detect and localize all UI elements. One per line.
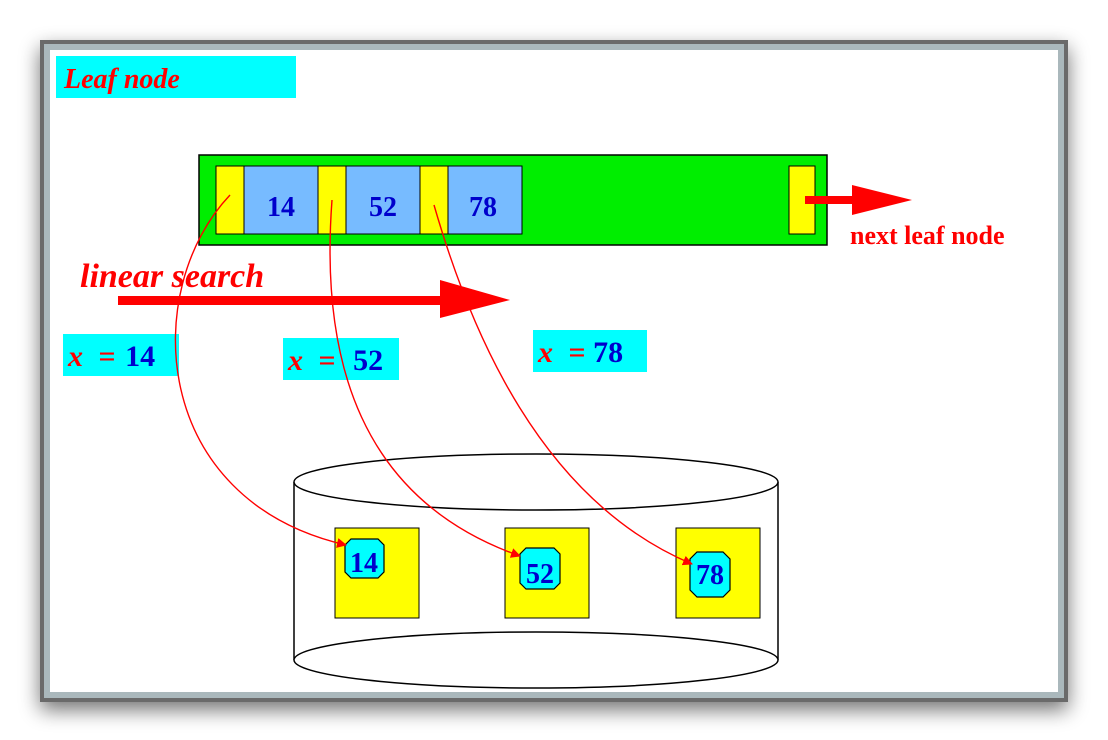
- key-cell-3-text: 78: [469, 192, 497, 223]
- key-cell-2-text: 52: [369, 192, 397, 223]
- key-cell-1-text: 14: [267, 192, 295, 223]
- search-label-2-eq: =: [319, 344, 336, 377]
- leaf-node: 14 52 78: [199, 155, 827, 245]
- title-text: Leaf node: [63, 64, 180, 95]
- disk-top-ellipse: [294, 454, 778, 510]
- disk-record-1: 14: [335, 528, 419, 618]
- search-label-3-var: x: [537, 336, 553, 369]
- disk-record-2-key: 52: [526, 559, 554, 590]
- next-leaf-label: next leaf node: [850, 221, 1005, 250]
- search-label-2-value: 52: [353, 344, 383, 377]
- search-label-3-value: 78: [593, 336, 623, 369]
- disk-record-2: 52: [505, 528, 589, 618]
- svg-text:x = 52: x = 52: [287, 344, 383, 377]
- disk-record-3-key: 78: [696, 560, 724, 591]
- pointer-cell-1: [216, 166, 244, 234]
- search-label-3: x = 78: [533, 330, 647, 372]
- svg-text:x = 14: x = 14: [67, 340, 155, 373]
- disk-bottom-ellipse: [294, 632, 778, 688]
- linear-search-label: linear search: [80, 258, 264, 295]
- pointer-cell-3: [420, 166, 448, 234]
- disk-record-1-key: 14: [350, 548, 378, 579]
- title-label: Leaf node: [56, 56, 296, 98]
- search-label-1-value: 14: [125, 340, 155, 373]
- search-label-3-eq: =: [569, 336, 586, 369]
- search-label-1-eq: =: [99, 340, 116, 373]
- search-label-1-var: x: [67, 340, 83, 373]
- linear-search-arrow-shaft: [118, 296, 448, 305]
- search-label-2-var: x: [287, 344, 303, 377]
- search-label-1: x = 14: [63, 334, 179, 376]
- next-leaf-arrow-shaft: [805, 196, 857, 204]
- svg-text:x = 78: x = 78: [537, 336, 623, 369]
- disk-record-3: 78: [676, 528, 760, 618]
